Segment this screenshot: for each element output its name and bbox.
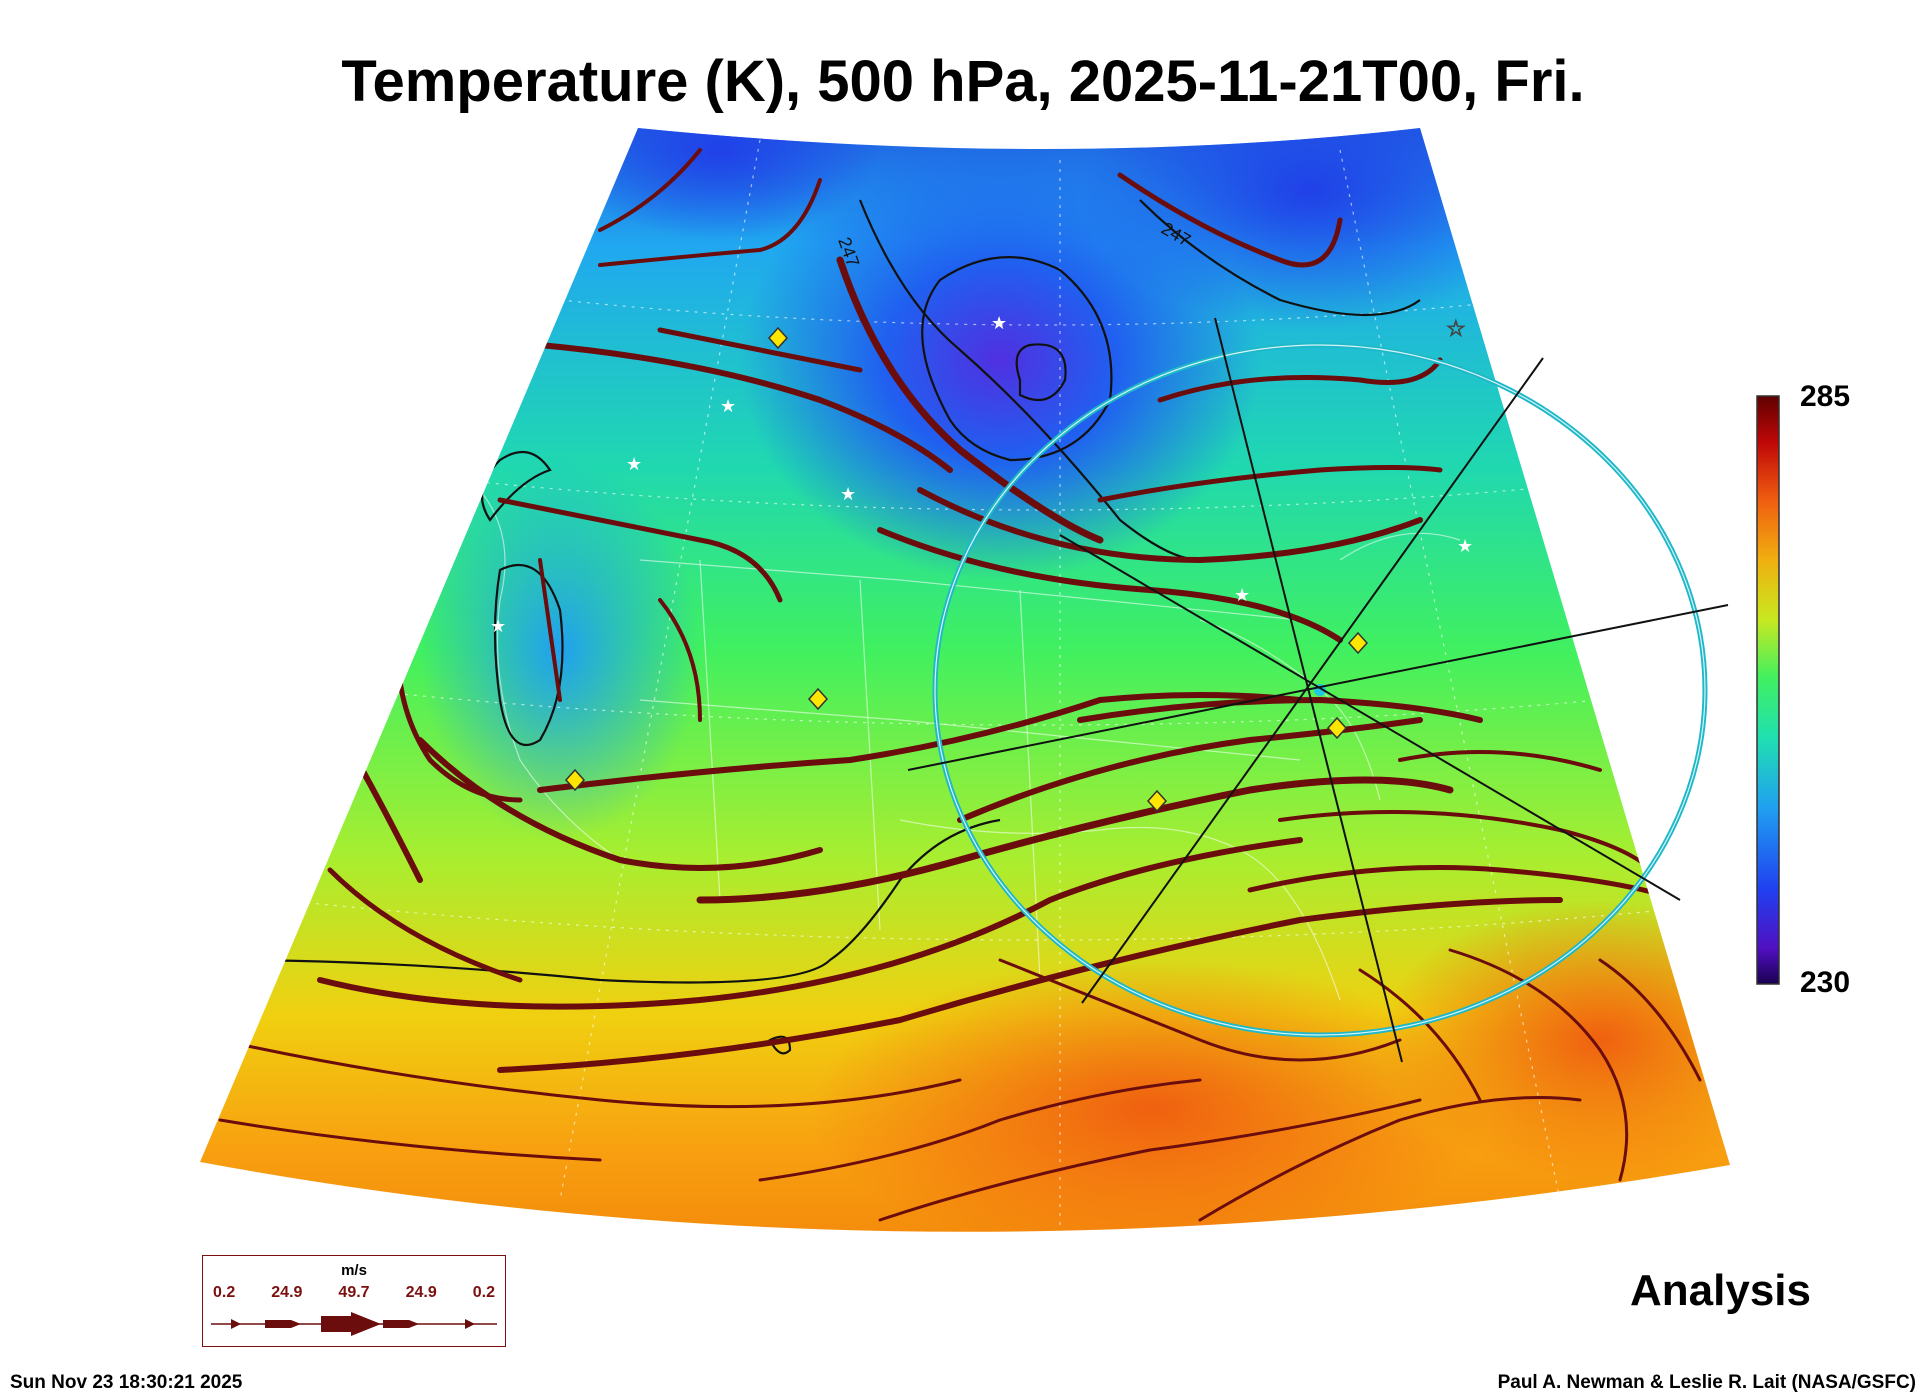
diamond-marker bbox=[1326, 716, 1348, 740]
star-marker: ★ bbox=[626, 454, 642, 475]
wind-streamlines bbox=[218, 148, 1702, 1222]
star-marker: ★ bbox=[840, 484, 856, 505]
map-fill: 247 247 bbox=[200, 128, 1730, 1232]
wind-speed-legend: m/s 0.2 24.9 49.7 24.9 0.2 bbox=[202, 1255, 506, 1347]
star-marker: ★ bbox=[991, 313, 1007, 334]
star-marker: ★ bbox=[720, 396, 736, 417]
colorbar-max-label: 285 bbox=[1800, 380, 1851, 413]
map-title: Temperature (K), 500 hPa, 2025-11-21T00,… bbox=[341, 49, 1585, 114]
legend-value: 49.7 bbox=[338, 1284, 370, 1301]
diamond-marker bbox=[767, 326, 789, 350]
star-marker: ★ bbox=[490, 616, 506, 637]
colorbar-min-label: 230 bbox=[1800, 966, 1851, 999]
temperature-contours bbox=[219, 199, 1421, 1055]
diamond-marker bbox=[564, 768, 586, 792]
diamond-marker bbox=[1347, 631, 1369, 655]
legend-value: 24.9 bbox=[405, 1284, 437, 1301]
product-label: Analysis bbox=[1630, 1266, 1811, 1315]
timestamp: Sun Nov 23 18:30:21 2025 bbox=[10, 1372, 243, 1393]
star-marker: ★ bbox=[1234, 585, 1250, 606]
radial-lines bbox=[907, 317, 1729, 1063]
legend-value: 0.2 bbox=[213, 1284, 236, 1301]
legend-values: 0.2 24.9 49.7 24.9 0.2 bbox=[213, 1284, 495, 1302]
star-marker-outline: ☆ bbox=[1446, 317, 1466, 342]
diamond-marker bbox=[807, 687, 829, 711]
legend-value: 24.9 bbox=[271, 1284, 303, 1301]
diamond-marker bbox=[1146, 789, 1168, 813]
diamond-markers bbox=[564, 326, 1369, 813]
colorbar bbox=[1756, 395, 1780, 985]
legend-unit: m/s bbox=[341, 1262, 367, 1279]
star-markers: ★ ★ ★ ★ ★ ★ ★ bbox=[490, 313, 1473, 637]
credit: Paul A. Newman & Leslie R. Lait (NASA/GS… bbox=[1497, 1372, 1916, 1393]
legend-value: 0.2 bbox=[472, 1284, 495, 1301]
star-marker: ★ bbox=[1457, 536, 1473, 557]
legend-arrow bbox=[211, 1312, 497, 1336]
